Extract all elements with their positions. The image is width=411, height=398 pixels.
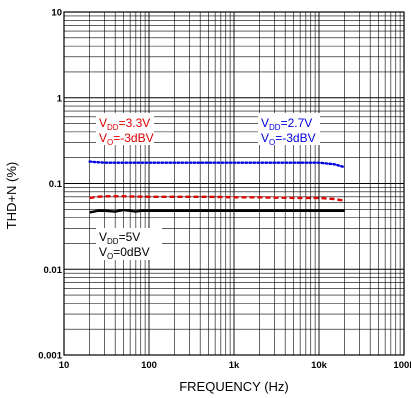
annotation-subscript: DD bbox=[107, 237, 119, 246]
annotation-value: =2.7V bbox=[281, 116, 313, 130]
annotation-line: VO=-3dBV bbox=[261, 131, 316, 147]
tick-labels: 10 100 1k 10k 100k 0.001 0.01 0.1 1 10 bbox=[38, 8, 411, 372]
annotation-symbol: V bbox=[99, 131, 107, 145]
annotation-line: VO=0dBV bbox=[99, 245, 150, 261]
y-tick-label: 0.1 bbox=[49, 179, 63, 190]
x-tick-label: 1k bbox=[229, 360, 240, 371]
annotation-line: VDD=2.7V bbox=[261, 116, 312, 132]
y-tick-label: 10 bbox=[51, 8, 62, 19]
y-axis-title: THD+N (%) bbox=[4, 162, 19, 230]
annotation-value: =5V bbox=[119, 230, 141, 244]
y-tick-label: 1 bbox=[57, 93, 63, 104]
annotation-symbol: V bbox=[99, 230, 107, 244]
annotation-background bbox=[96, 228, 162, 260]
series-group bbox=[88, 160, 346, 214]
x-tick-label: 100 bbox=[141, 360, 157, 371]
annotation-value: =-3dBV bbox=[113, 131, 153, 145]
x-tick-label: 100k bbox=[393, 360, 411, 371]
annotation-subscript: O bbox=[107, 252, 113, 261]
annotations: VDD=3.3VVO=-3dBVVDD=2.7VVO=-3dBVVDD=5VVO… bbox=[96, 113, 320, 261]
grid bbox=[63, 12, 404, 356]
annotation-background bbox=[258, 113, 320, 145]
x-axis-title: FREQUENCY (Hz) bbox=[179, 379, 289, 394]
annotation-background bbox=[96, 113, 154, 145]
annotation-value: =3.3V bbox=[119, 116, 151, 130]
annotation-line: VO=-3dBV bbox=[99, 131, 154, 147]
annotation-line: VDD=3.3V bbox=[99, 116, 150, 132]
x-tick-label: 10k bbox=[311, 360, 328, 371]
x-tick-label: 10 bbox=[59, 360, 70, 371]
annotation-value: =0dBV bbox=[113, 245, 149, 259]
annotation-subscript: O bbox=[269, 138, 275, 147]
annotation-symbol: V bbox=[99, 245, 107, 259]
y-tick-label: 0.01 bbox=[44, 265, 63, 276]
annotation-subscript: DD bbox=[107, 123, 119, 132]
series-blue-dotted bbox=[88, 160, 346, 169]
annotation-symbol: V bbox=[99, 116, 107, 130]
annotation-subscript: DD bbox=[269, 123, 281, 132]
annotation-line: VDD=5V bbox=[99, 230, 140, 246]
annotation-symbol: V bbox=[261, 116, 269, 130]
y-tick-label: 0.001 bbox=[38, 351, 62, 362]
series-black-solid bbox=[89, 208, 345, 214]
annotation-symbol: V bbox=[261, 131, 269, 145]
annotation-subscript: O bbox=[107, 138, 113, 147]
annotation-value: =-3dBV bbox=[275, 131, 315, 145]
plot-frame bbox=[63, 11, 405, 356]
